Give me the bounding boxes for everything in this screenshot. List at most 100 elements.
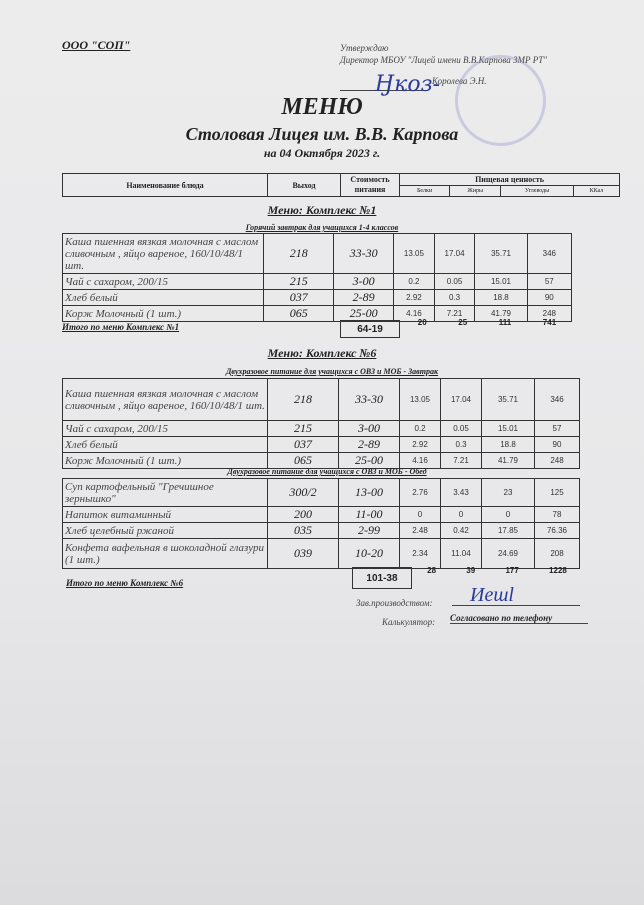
- total-kcal: 1228: [549, 566, 567, 575]
- cell-protein: 13.05: [399, 378, 441, 421]
- cell-output: 039: [267, 538, 339, 569]
- total-fat: 39: [466, 566, 476, 575]
- total-fat: 25: [458, 318, 468, 327]
- cell-fat: 0: [440, 506, 482, 523]
- cell-kcal: 346: [526, 233, 573, 274]
- cell-cost: 11-00: [338, 506, 400, 523]
- production-signature-line: [452, 605, 580, 606]
- total-carbs: 111: [498, 318, 512, 327]
- col-nutrition: Пищевая ценность: [399, 173, 620, 186]
- cell-cost: 33-30: [338, 378, 400, 421]
- cell-output: 065: [263, 305, 335, 322]
- cell-cost: 2-99: [338, 522, 400, 539]
- official-stamp: [455, 55, 546, 146]
- cell-fat: 0.05: [433, 273, 476, 290]
- col-name: Наименование блюда: [62, 173, 268, 197]
- complex6-totals: 28 39 177 1228: [412, 566, 582, 575]
- complex1-total-cost: 64-19: [340, 320, 400, 338]
- cell-fat: 0.3: [433, 289, 476, 306]
- cell-output: 037: [267, 436, 339, 453]
- cell-cost: 10-20: [338, 538, 400, 569]
- complex1-total-label: Итого по меню Комплекс №1: [62, 322, 180, 332]
- complex6-lunch-section: Двухразовое питание для учащихся с ОВЗ и…: [227, 467, 427, 476]
- table-row: Напиток витаминный 200 11-00 0 0 0 78: [62, 506, 580, 523]
- table-row: Хлеб белый 037 2-89 2.92 0.3 18.8 90: [62, 436, 580, 453]
- cell-carbs: 18.8: [481, 436, 535, 453]
- table-row: Конфета вафельная в шоколадной глазури (…: [62, 538, 580, 569]
- menu-date: на 04 Октября 2023 г.: [263, 146, 381, 160]
- approval-position: Директор МБОУ "Лицей имени В.В.Карпова З…: [340, 55, 547, 65]
- cell-name: Корж Молочный (1 шт.): [61, 305, 265, 322]
- cell-output: 200: [267, 506, 339, 523]
- cell-protein: 13.05: [393, 233, 435, 274]
- total-carbs: 177: [505, 566, 519, 575]
- col-carbs: Углеводы: [500, 184, 574, 197]
- director-signature: Ӈкоз-: [375, 72, 441, 97]
- cell-name: Хлеб белый: [62, 436, 268, 453]
- cell-kcal: 248: [526, 305, 573, 322]
- cell-protein: 2.48: [399, 522, 441, 539]
- cell-fat: 0.3: [440, 436, 482, 453]
- complex6-total-label: Итого по меню Комплекс №6: [66, 578, 184, 588]
- cell-output: 037: [263, 289, 335, 306]
- complex6-title: Меню: Комплекс №6: [267, 346, 377, 360]
- complex6-lunch-table: Суп картофельный "Гречишное зернышко" 300…: [62, 478, 580, 569]
- production-signature: Иешl: [470, 584, 514, 606]
- cell-protein: 2.76: [399, 478, 441, 507]
- cell-output: 065: [267, 452, 339, 469]
- cell-name: Чай с сахаром, 200/15: [62, 420, 268, 437]
- cell-cost: 3-00: [338, 420, 400, 437]
- cell-fat: 7.21: [433, 305, 476, 322]
- cell-name: Каша пшенная вязкая молочная с маслом сл…: [61, 233, 265, 274]
- header-table: Наименование блюда Выход Стоимость питан…: [62, 173, 621, 197]
- cell-carbs: 18.8: [474, 289, 528, 306]
- table-row: Чай с сахаром, 200/15 215 3-00 0.2 0.05 15.01…: [61, 273, 573, 290]
- complex1-totals: 20 25 111 741: [402, 318, 572, 327]
- cell-protein: 0.2: [399, 420, 441, 437]
- cell-kcal: 346: [534, 378, 580, 421]
- cell-output: 215: [267, 420, 339, 437]
- cell-kcal: 57: [526, 273, 573, 290]
- cell-cost: 13-00: [338, 478, 400, 507]
- col-output: Выход: [267, 173, 341, 197]
- total-kcal: 741: [542, 318, 557, 327]
- cell-name: Хлеб целебный ржаной: [62, 522, 268, 539]
- complex1-table: Каша пшенная вязкая молочная с маслом сл…: [61, 233, 573, 322]
- cell-carbs: 24.69: [481, 538, 535, 569]
- cell-cost: 2-89: [338, 436, 400, 453]
- table-row: Корж Молочный (1 шт.) 065 25-00 4.16 7.21 41.…: [61, 305, 573, 322]
- table-row: Каша пшенная вязкая молочная с маслом сл…: [62, 378, 580, 421]
- cell-fat: 7.21: [440, 452, 482, 469]
- complex6-breakfast-table: Каша пшенная вязкая молочная с маслом сл…: [62, 378, 580, 469]
- cell-output: 218: [267, 378, 339, 421]
- cell-protein: 2.92: [393, 289, 435, 306]
- total-protein: 28: [427, 566, 437, 575]
- cell-carbs: 17.85: [481, 522, 535, 539]
- cell-kcal: 248: [534, 452, 580, 469]
- col-cost: Стоимость питания: [340, 173, 400, 197]
- cell-kcal: 76.36: [534, 522, 580, 539]
- cell-carbs: 0: [481, 506, 535, 523]
- total-protein: 20: [417, 318, 427, 327]
- cell-carbs: 35.71: [481, 378, 535, 421]
- cell-output: 300/2: [267, 478, 339, 507]
- col-fat: Жиры: [449, 184, 502, 197]
- cell-fat: 17.04: [440, 378, 482, 421]
- cell-name: Корж Молочный (1 шт.): [62, 452, 268, 469]
- signature-line: [340, 90, 428, 91]
- cell-name: Чай с сахаром, 200/15: [61, 273, 265, 290]
- complex1-section: Горячий завтрак для учащихся 1-4 классов: [245, 223, 399, 232]
- cell-cost: 25-00: [338, 452, 400, 469]
- cell-output: 215: [263, 273, 335, 290]
- cell-name: Напиток витаминный: [62, 506, 268, 523]
- cell-protein: 0.2: [393, 273, 435, 290]
- cell-fat: 0.05: [440, 420, 482, 437]
- cell-kcal: 78: [534, 506, 580, 523]
- cell-name: Конфета вафельная в шоколадной глазури (…: [62, 538, 268, 569]
- cell-kcal: 57: [534, 420, 580, 437]
- cell-fat: 17.04: [433, 233, 476, 274]
- cell-kcal: 90: [534, 436, 580, 453]
- cell-kcal: 90: [526, 289, 573, 306]
- cell-name: Каша пшенная вязкая молочная с маслом сл…: [62, 378, 268, 421]
- organization-name: ООО "СОП": [62, 38, 131, 52]
